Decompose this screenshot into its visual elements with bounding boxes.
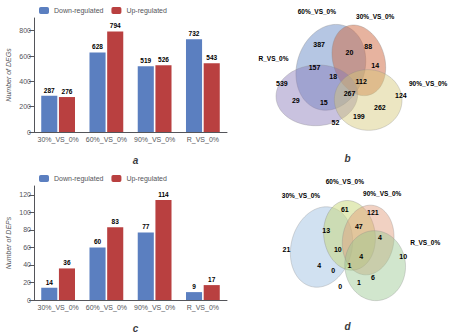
svg-text:121: 121 xyxy=(367,209,379,216)
svg-text:60%_VS_0%: 60%_VS_0% xyxy=(326,178,365,185)
svg-text:124: 124 xyxy=(395,92,407,99)
svg-text:36: 36 xyxy=(63,259,71,266)
svg-text:30%_VS_0%: 30%_VS_0% xyxy=(282,192,321,199)
svg-text:800: 800 xyxy=(19,27,31,34)
svg-text:18: 18 xyxy=(329,73,337,80)
svg-text:387: 387 xyxy=(313,41,325,48)
svg-text:60: 60 xyxy=(94,238,102,245)
svg-text:0: 0 xyxy=(338,283,342,290)
svg-text:d: d xyxy=(344,321,351,332)
svg-text:30%_VS_0%: 30%_VS_0% xyxy=(37,136,78,144)
svg-text:732: 732 xyxy=(189,30,200,37)
svg-text:0: 0 xyxy=(331,267,335,274)
svg-text:6: 6 xyxy=(371,274,375,281)
svg-text:100: 100 xyxy=(19,209,31,216)
svg-text:267: 267 xyxy=(344,90,356,97)
svg-text:60%_VS_0%: 60%_VS_0% xyxy=(86,136,127,144)
svg-text:400: 400 xyxy=(19,78,31,85)
svg-text:R_VS_0%: R_VS_0% xyxy=(259,55,289,62)
svg-text:20: 20 xyxy=(346,49,354,56)
svg-text:13: 13 xyxy=(322,227,330,234)
svg-text:628: 628 xyxy=(92,43,103,50)
svg-text:52: 52 xyxy=(332,119,340,126)
svg-text:1: 1 xyxy=(348,262,352,269)
svg-text:600: 600 xyxy=(19,53,31,60)
svg-text:526: 526 xyxy=(158,56,169,63)
svg-text:120: 120 xyxy=(19,191,31,198)
svg-text:80: 80 xyxy=(23,226,31,233)
svg-text:Up-regulated: Up-regulated xyxy=(126,7,167,15)
svg-text:60: 60 xyxy=(23,244,31,251)
svg-text:157: 157 xyxy=(309,64,321,71)
svg-text:47: 47 xyxy=(355,223,363,230)
svg-text:Number of DEPs: Number of DEPs xyxy=(5,216,12,269)
svg-text:20: 20 xyxy=(23,279,31,286)
svg-text:R_VS_0%: R_VS_0% xyxy=(187,304,219,312)
svg-text:29: 29 xyxy=(292,97,300,104)
svg-text:61: 61 xyxy=(341,206,349,213)
svg-text:60%_VS_0%: 60%_VS_0% xyxy=(86,304,127,312)
svg-text:543: 543 xyxy=(206,54,217,61)
svg-text:4: 4 xyxy=(317,262,321,269)
svg-text:539: 539 xyxy=(276,80,288,87)
svg-text:15: 15 xyxy=(320,99,328,106)
svg-text:R_VS_0%: R_VS_0% xyxy=(187,136,219,144)
svg-text:90%_VS_0%: 90%_VS_0% xyxy=(134,136,175,144)
svg-text:60%_VS_0%: 60%_VS_0% xyxy=(298,8,337,15)
svg-text:14: 14 xyxy=(46,279,54,286)
svg-text:9: 9 xyxy=(192,283,196,290)
svg-text:a: a xyxy=(133,155,139,166)
svg-text:1: 1 xyxy=(357,279,361,286)
svg-text:30%_VS_0%: 30%_VS_0% xyxy=(37,304,78,312)
svg-text:14: 14 xyxy=(371,62,379,69)
svg-text:Number of DEGs: Number of DEGs xyxy=(5,48,12,102)
svg-text:287: 287 xyxy=(44,87,55,94)
svg-text:4: 4 xyxy=(359,253,363,260)
svg-text:200: 200 xyxy=(19,103,31,110)
svg-text:114: 114 xyxy=(158,191,169,198)
svg-text:794: 794 xyxy=(110,22,121,29)
svg-text:199: 199 xyxy=(353,113,365,120)
svg-text:262: 262 xyxy=(374,104,386,111)
svg-text:0: 0 xyxy=(27,297,31,304)
svg-text:276: 276 xyxy=(62,88,73,95)
svg-text:112: 112 xyxy=(356,78,367,85)
svg-text:10: 10 xyxy=(334,246,342,253)
svg-text:Down-regulated: Down-regulated xyxy=(54,175,104,183)
svg-text:R_VS_0%: R_VS_0% xyxy=(410,239,440,246)
svg-text:90%_VS_0%: 90%_VS_0% xyxy=(134,304,175,312)
svg-text:40: 40 xyxy=(23,261,31,268)
svg-text:c: c xyxy=(133,323,139,334)
svg-text:88: 88 xyxy=(364,43,372,50)
svg-text:0: 0 xyxy=(27,129,31,136)
svg-text:b: b xyxy=(344,153,350,164)
svg-text:83: 83 xyxy=(112,218,120,225)
svg-text:90%_VS_0%: 90%_VS_0% xyxy=(363,190,402,197)
svg-text:30%_VS_0%: 30%_VS_0% xyxy=(356,13,395,20)
svg-text:10: 10 xyxy=(399,253,407,260)
svg-text:Down-regulated: Down-regulated xyxy=(54,7,104,15)
svg-text:Up-regulated: Up-regulated xyxy=(126,175,167,183)
svg-text:17: 17 xyxy=(208,276,216,283)
svg-text:519: 519 xyxy=(140,57,151,64)
svg-text:90%_VS_0%: 90%_VS_0% xyxy=(409,80,448,87)
svg-text:77: 77 xyxy=(142,223,150,230)
svg-text:21: 21 xyxy=(283,246,291,253)
svg-text:4: 4 xyxy=(378,234,382,241)
